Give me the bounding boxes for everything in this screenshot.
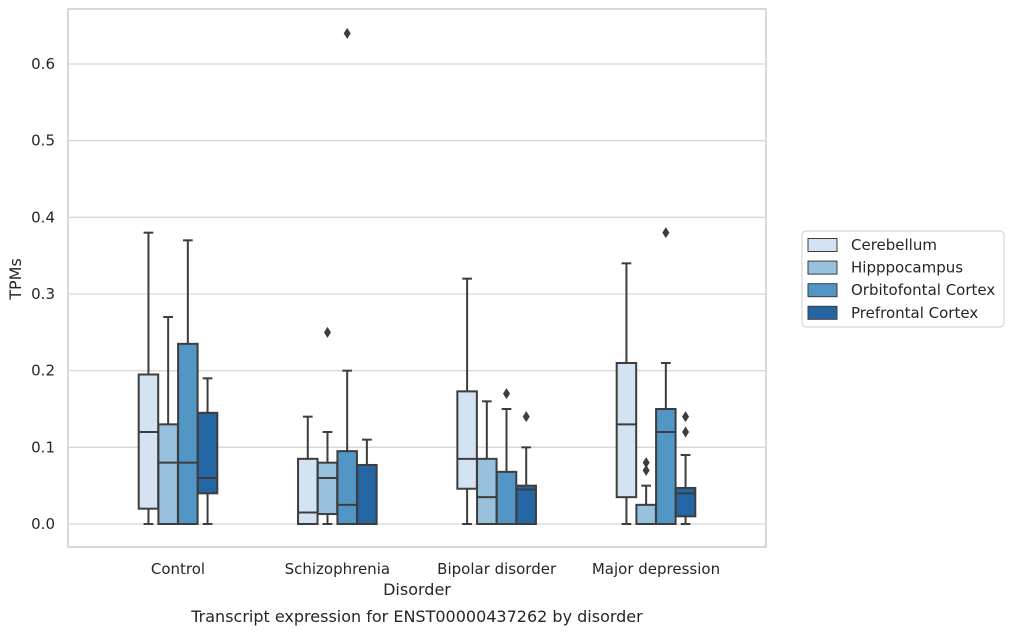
legend-items: Cerebellum Hipppocampus Orbitofontal Corte… [807,236,995,322]
iqr-box [177,342,199,525]
legend: Cerebellum Hipppocampus Orbitofontal Corte… [801,230,1005,328]
box-prefrontal-cortex [674,411,697,525]
y-tick-labels: 0.0 0.1 0.2 0.3 0.4 0.5 0.6 [31,55,55,533]
y-axis-label: TPMs [6,258,25,301]
iqr-box [515,484,537,526]
y-tick-label: 0.6 [31,55,55,73]
legend-label: Prefrontal Cortex [851,304,978,322]
y-tick-label: 0.5 [31,132,55,150]
legend-swatch [807,305,838,320]
box-orbitofontal-cortex [495,388,518,525]
iqr-box [674,486,697,518]
iqr-box [356,463,378,526]
legend-label: Cerebellum [851,236,937,254]
outlier-point [503,388,511,400]
chart-title: Transcript expression for ENST0000043726… [190,607,643,626]
box-prefrontal-cortex [515,411,537,526]
x-tick-label: Major depression [592,560,720,578]
legend-swatch [807,260,838,275]
iqr-box [456,390,478,490]
outlier-point [522,411,530,423]
box-orbitofontal-cortex [177,239,199,525]
outlier-point [682,426,690,438]
outlier-point [343,27,351,39]
iqr-box [137,373,160,510]
outlier-point [642,457,650,469]
box-orbitofontal-cortex [336,27,358,525]
box-prefrontal-cortex [196,377,219,525]
x-tick-label: Bipolar disorder [437,560,557,578]
outlier-point [642,464,650,476]
y-tick-label: 0.0 [31,515,55,533]
legend-frame [801,230,1005,328]
box-cerebellum [456,277,478,525]
x-tick-labels: Control Schizophrenia Bipolar disorder Majo… [151,560,720,578]
y-tick-label: 0.2 [31,362,55,380]
box-cerebellum [615,262,638,525]
legend-swatch [807,283,838,298]
iqr-box [495,470,518,525]
iqr-box [476,457,498,526]
outlier-point [682,411,690,423]
legend-swatch [807,238,838,252]
outlier-point [323,326,331,338]
x-tick-label: Control [151,560,205,578]
x-axis-label: Disorder [383,580,451,599]
iqr-box [615,361,638,499]
y-tick-label: 0.4 [31,208,55,226]
box-prefrontal-cortex [356,438,378,526]
iqr-box [336,450,358,525]
y-tick-label: 0.3 [31,285,55,303]
x-tick-label: Schizophrenia [285,560,390,578]
iqr-box [157,423,179,525]
y-tick-label: 0.1 [31,438,55,456]
box-orbitofontal-cortex [655,227,677,525]
legend-label: Orbitofontal Cortex [851,281,995,299]
box-groups [137,27,697,526]
iqr-box [297,457,319,526]
legend-label: Hipppocampus [851,259,963,277]
outlier-point [662,227,670,239]
iqr-box [196,411,219,495]
iqr-box [655,407,677,525]
iqr-box [316,461,339,516]
iqr-box [635,503,657,525]
